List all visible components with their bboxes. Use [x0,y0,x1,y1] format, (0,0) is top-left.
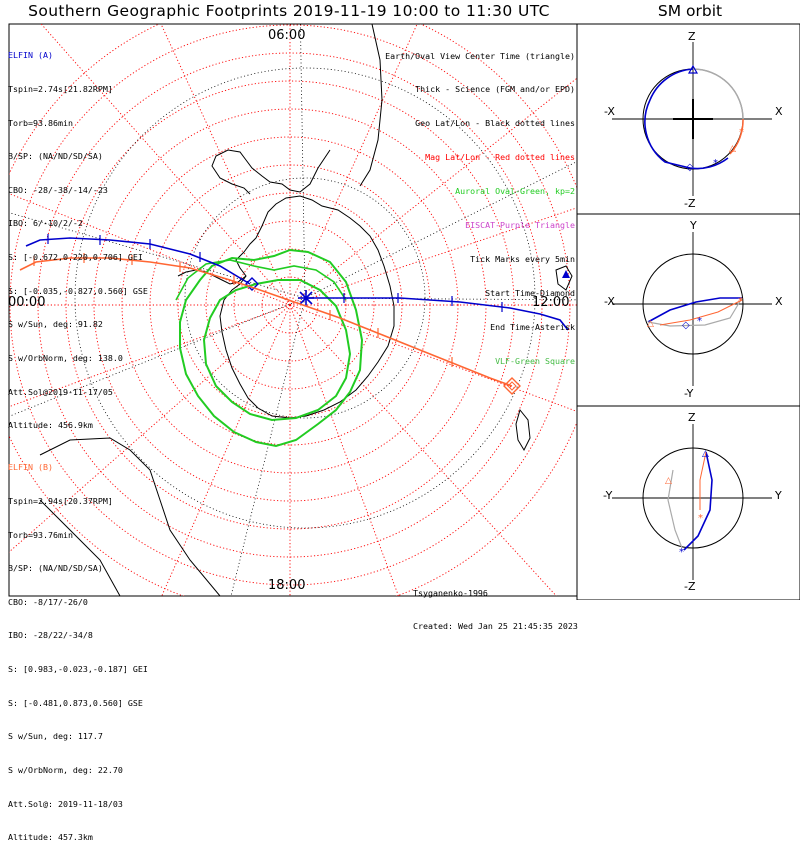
elfin-a-line: Torb=93.86min [8,117,73,128]
elfin-b-line: Torb=93.76min [8,529,73,540]
elfin-a-name: ELFIN (A) [8,50,53,61]
legend-item: Thick - Science (FGM and/or EPD) [415,84,575,95]
elfin-b-line: Tspin=2.94s[20.37RPM] [8,496,113,507]
elfin-a-line: S: [-0.672,0.220,0.706] GEI [8,252,143,263]
elfin-b-line: IBO: -28/22/-34/8 [8,630,93,641]
legend-item: VLF-Green Square [495,355,575,366]
elfin-b-info: ELFIN (B) Tspin=2.94s[20.37RPM] Torb=93.… [8,440,148,855]
svg-text:◇: ◇ [686,162,694,173]
svg-text:*: * [713,158,718,169]
sm1-label-bottom: -Z [684,197,696,210]
legend-item: Auroral Oval-Green, kp=2 [455,186,575,197]
elfin-b-line: S w/OrbNorm, deg: 22.70 [8,764,123,775]
elfin-a-line: B/SP: (NA/ND/SD/SA) [8,151,103,162]
legend: Earth/Oval View Center Time (triangle) T… [385,28,575,378]
elfin-b-line: CBO: -8/17/-26/0 [8,596,88,607]
elfin-b-line: S w/Sun, deg: 117.7 [8,731,103,742]
elfin-a-line: Tspin=2.74s[21.82RPM] [8,84,113,95]
model-name: Tsyganenko-1996 [413,587,488,598]
sm-panel-2: * △ ◇ * [612,232,772,386]
sm-panel-frame-3 [576,405,800,600]
elfin-a-start-diamond [245,277,259,291]
south-america-upper [359,24,383,187]
sm3-label-bottom: -Z [684,580,696,593]
sm3-label-right: Y [774,489,782,502]
elfin-a-ticks [47,234,503,312]
sm-panel-1: * △ ◇ * [612,42,772,196]
mlt-label-right: 12:00 [532,295,569,310]
elfin-b-line: B/SP: (NA/ND/SD/SA) [8,563,103,574]
elfin-a-line: S w/OrbNorm, deg: 138.0 [8,352,123,363]
mag-lon-lines [9,24,577,596]
svg-text:△: △ [665,476,672,486]
svg-text:*: * [739,127,744,138]
sm2-label-left: -X [604,295,615,308]
svg-text:△: △ [729,144,736,154]
legend-item: Mag Lat/Lon - Red dotted lines [425,152,575,163]
legend-item: Tick Marks every 5min [470,253,575,264]
island-right [515,265,573,452]
mlt-label-top: 06:00 [268,28,305,43]
elfin-a-line: Att.Sol@2019-11-17/05 [8,386,113,397]
elfin-a-info: ELFIN (A) Tspin=2.74s[21.82RPM] Torb=93.… [8,28,148,443]
created-date: Created: Wed Jan 25 21:45:35 2023 [413,621,578,632]
svg-text:△: △ [702,449,709,459]
credits: Tsyganenko-1996 Created: Wed Jan 25 21:4… [413,565,578,644]
landmass-lower-left [39,437,221,596]
svg-text:◇: ◇ [682,320,690,331]
elfin-b-line: S: [-0.481,0.873,0.560] GSE [8,697,143,708]
elfin-b-ticks [33,253,453,367]
legend-item: Earth/Oval View Center Time (triangle) [385,50,575,61]
elfin-b-line: Altitude: 457.3km [8,832,93,843]
legend-item: Geo Lat/Lon - Black dotted lines [415,118,575,129]
sm3-label-left: -Y [603,489,613,502]
sm1-label-top: Z [688,30,696,43]
legend-item: End Time-Asterisk [490,321,575,332]
elfin-a-track-right [306,297,569,331]
elfin-a-line: S: [-0.035,-0.827,0.560] GSE [8,285,148,296]
elfin-a-line: S w/Sun, deg: 91.82 [8,319,103,330]
svg-text:*: * [679,547,684,558]
auroral-oval-inner [202,279,352,422]
antarctica-coastline [219,195,395,419]
elfin-b-track [19,257,513,387]
auroral-oval-mid [175,259,347,301]
page-title: Southern Geographic Footprints 2019-11-1… [28,2,550,20]
mlt-label-left: 00:00 [8,295,45,310]
sm-panel-3: △ △ * * [612,424,772,580]
svg-text:*: * [697,316,702,327]
elfin-a-center-triangle [562,270,570,278]
elfin-b-end-diamond [503,377,521,395]
mlt-label-bottom: 18:00 [268,578,305,593]
sm3-label-top: Z [688,411,696,424]
elfin-a-line: CBO: -28/-38/-14/-23 [8,184,108,195]
elfin-a-end-asterisk [298,290,314,306]
svg-text:*: * [738,296,743,307]
legend-item: Start Time-Diamond [485,287,575,298]
sm2-label-top: Y [689,219,697,232]
sm-orbit-title: SM orbit [657,2,723,20]
sm-panel-frame-2 [576,213,800,407]
elfin-b-line: Att.Sol@: 2019-11-18/03 [8,798,123,809]
footprint-map: 06:00 00:00 12:00 18:00 * △ ◇ * Z -Z -X … [8,23,800,600]
elfin-b-name: ELFIN (B) [8,462,53,473]
svg-text:*: * [698,513,703,524]
legend-item: EISCAT-Purple Triangle [465,220,575,231]
elfin-a-line: Altitude: 456.9km [8,420,93,431]
elfin-b-line: S: [0.983,-0.023,-0.187] GEI [8,664,148,675]
elfin-b-inner-diamond [507,381,517,391]
svg-text:△: △ [647,319,654,329]
sm2-label-bottom: -Y [684,387,694,400]
sm2-label-right: X [775,295,783,308]
south-america-coastline [211,149,331,195]
sm1-label-left: -X [604,105,615,118]
auroral-oval-outer [179,248,364,448]
elfin-a-track [25,237,251,285]
sm1-label-right: X [775,105,783,118]
elfin-a-line: IBO: 6/-10/2/-2 [8,218,83,229]
